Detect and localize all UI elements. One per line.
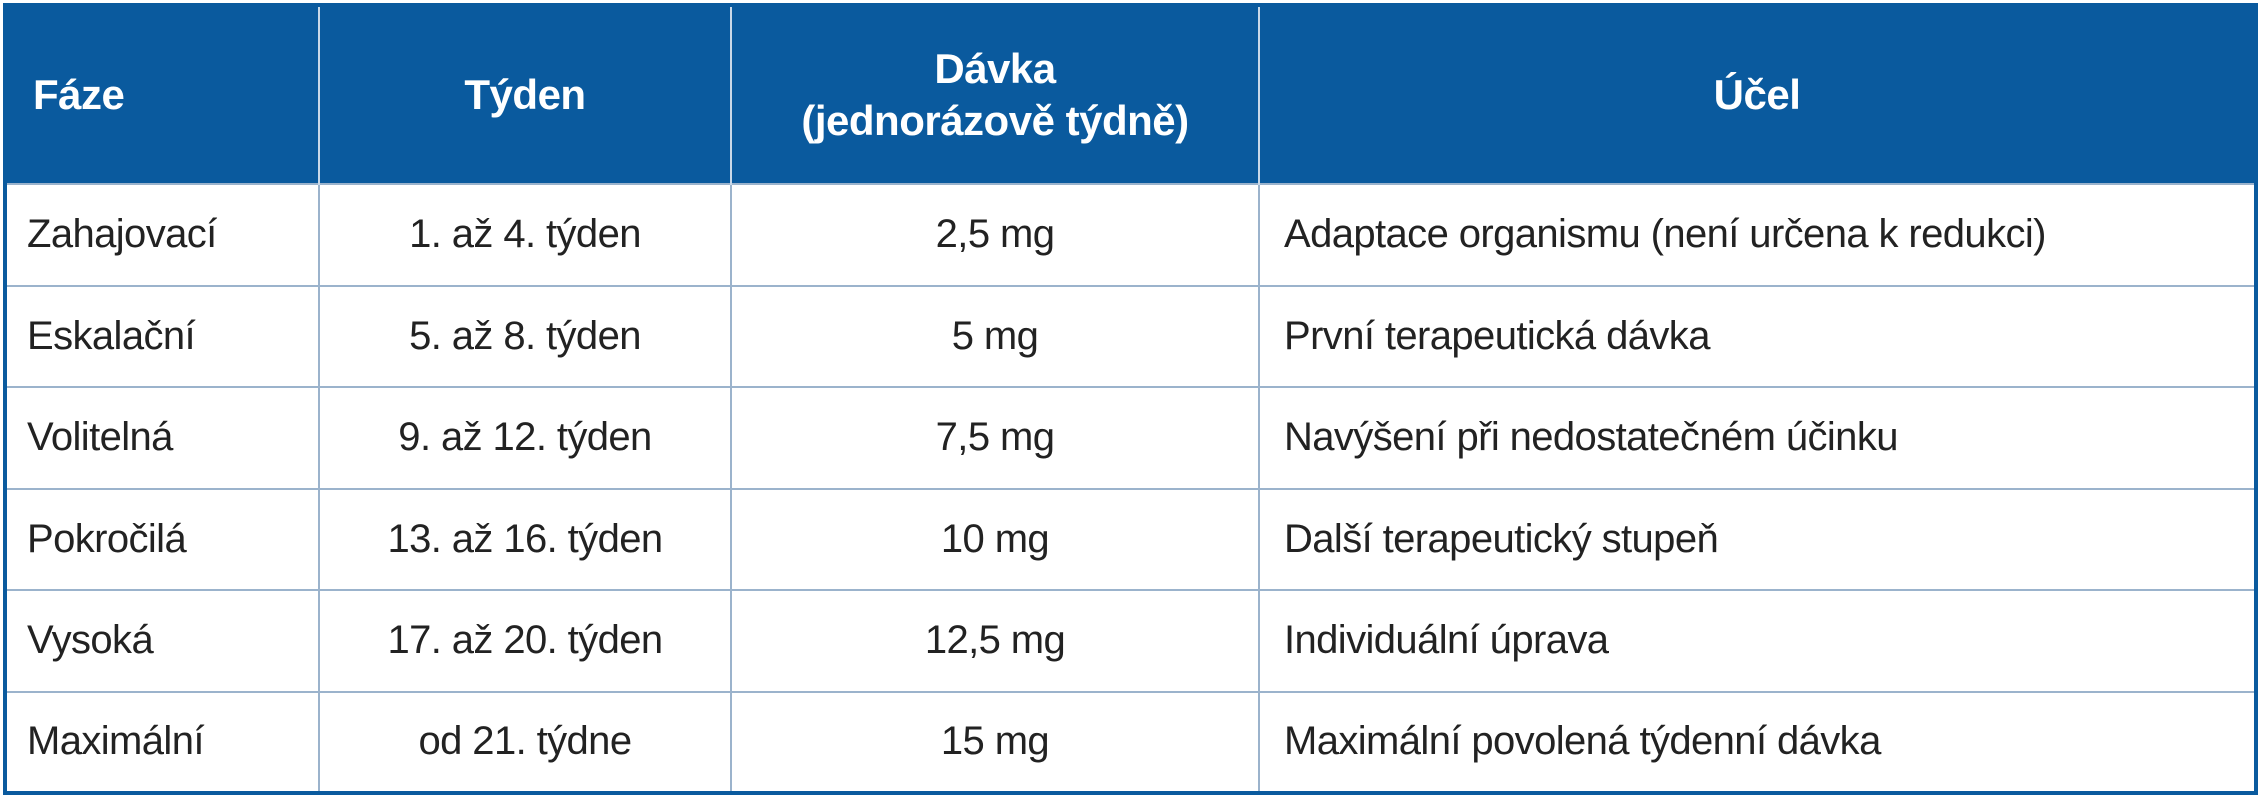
header-cell: Účel — [1258, 7, 2254, 184]
table-cell: Volitelná — [7, 386, 319, 489]
table-cell: Další terapeutický stupeň — [1258, 487, 2254, 591]
table-cell: Maximální — [7, 690, 319, 791]
dosage-table: Fáze Týden Dávka (jednorázově týdně) Účel Z… — [7, 7, 2254, 791]
table-cell: První terapeutická dávka — [1258, 284, 2254, 388]
header-cell: Dávka (jednorázově týdně) — [730, 7, 1259, 184]
table-cell: 17. až 20. týden — [318, 589, 731, 692]
table-frame: Fáze Týden Dávka (jednorázově týdně) Účel Z… — [3, 3, 2258, 795]
table-cell: Maximální povolená týdenní dávka — [1258, 690, 2254, 791]
table-cell: Zahajovací — [7, 183, 319, 286]
header-cell: Fáze — [7, 7, 319, 184]
table-cell: 12,5 mg — [730, 589, 1259, 692]
table-row: Maximální od 21. týdne 15 mg Maximální povo… — [7, 690, 2254, 791]
table-cell: Pokročilá — [7, 487, 319, 591]
table-cell: Eskalační — [7, 284, 319, 388]
table-body: Zahajovací 1. až 4. týden 2,5 mg Adaptace o… — [7, 183, 2254, 791]
header-cell: Týden — [318, 7, 731, 184]
table-cell: 9. až 12. týden — [318, 386, 731, 489]
table-cell: 5 mg — [730, 284, 1259, 388]
table-cell: Navýšení při nedostatečném účinku — [1258, 386, 2254, 489]
table-cell: 7,5 mg — [730, 386, 1259, 489]
table-cell: Vysoká — [7, 589, 319, 692]
table-cell: Individuální úprava — [1258, 589, 2254, 692]
table-row: Zahajovací 1. až 4. týden 2,5 mg Adaptace o… — [7, 183, 2254, 286]
table-cell: 13. až 16. týden — [318, 487, 731, 591]
table-row: Vysoká 17. až 20. týden 12,5 mg Individuáln… — [7, 589, 2254, 692]
table-header: Fáze Týden Dávka (jednorázově týdně) Účel — [7, 7, 2254, 184]
table-cell: 5. až 8. týden — [318, 284, 731, 388]
table-cell: Adaptace organismu (není určena k redukc… — [1258, 183, 2254, 286]
table-cell: 15 mg — [730, 690, 1259, 791]
table-row: Volitelná 9. až 12. týden 7,5 mg Navýšení p… — [7, 386, 2254, 489]
table-row: Eskalační 5. až 8. týden 5 mg První terapeu… — [7, 284, 2254, 388]
table-cell: od 21. týdne — [318, 690, 731, 791]
table-row: Pokročilá 13. až 16. týden 10 mg Další tera… — [7, 487, 2254, 591]
header-row: Fáze Týden Dávka (jednorázově týdně) Účel — [7, 7, 2254, 184]
table-cell: 1. až 4. týden — [318, 183, 731, 286]
table-cell: 2,5 mg — [730, 183, 1259, 286]
table-cell: 10 mg — [730, 487, 1259, 591]
